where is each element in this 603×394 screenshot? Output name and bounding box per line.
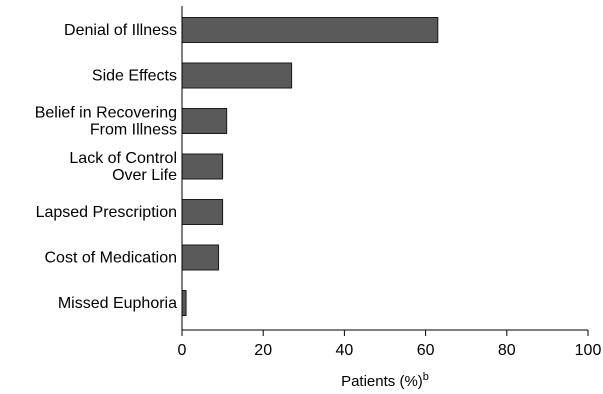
axes-group	[181, 6, 588, 331]
x-axis-title: Patients (%)b	[341, 371, 429, 390]
category-label: Cost of Medication	[44, 250, 177, 267]
x-tick-label: 100	[575, 342, 602, 359]
category-label: Lack of Control Over Life	[69, 150, 177, 184]
category-label-line: Over Life	[112, 167, 177, 184]
category-label-line: Denial of Illness	[64, 22, 177, 39]
bar	[181, 153, 224, 180]
bar	[181, 244, 220, 271]
category-label: Belief in Recovering From Illness	[35, 105, 177, 139]
x-tick-label: 80	[498, 342, 516, 359]
x-ticks-group: 0 20 40 60 80 100	[178, 330, 602, 359]
x-axis-title-superscript: b	[423, 371, 429, 383]
category-label: Denial of Illness	[64, 22, 177, 39]
category-label-line: Side Effects	[92, 68, 177, 85]
bar	[181, 108, 228, 134]
bar	[181, 62, 293, 89]
category-label-line: From Illness	[90, 122, 177, 139]
x-tick-label: 0	[178, 342, 187, 359]
bars-group	[181, 17, 439, 316]
x-tick-label: 20	[254, 342, 272, 359]
category-label-line: Belief in Recovering	[35, 105, 177, 122]
category-label: Lapsed Prescription	[36, 204, 177, 221]
category-label: Missed Euphoria	[58, 295, 177, 312]
category-labels-group: Denial of Illness Side Effects Belief in R…	[35, 22, 177, 312]
category-label-line: Lapsed Prescription	[36, 204, 177, 221]
bar	[181, 17, 439, 43]
x-axis-title-text: Patients (%)	[341, 373, 423, 390]
x-tick-label: 40	[336, 342, 354, 359]
bar	[181, 199, 224, 225]
category-label: Side Effects	[92, 68, 177, 85]
category-label-line: Lack of Control	[69, 150, 177, 167]
x-tick-label: 60	[417, 342, 435, 359]
category-label-line: Cost of Medication	[44, 250, 177, 267]
category-label-line: Missed Euphoria	[58, 295, 177, 312]
bar	[181, 290, 187, 316]
